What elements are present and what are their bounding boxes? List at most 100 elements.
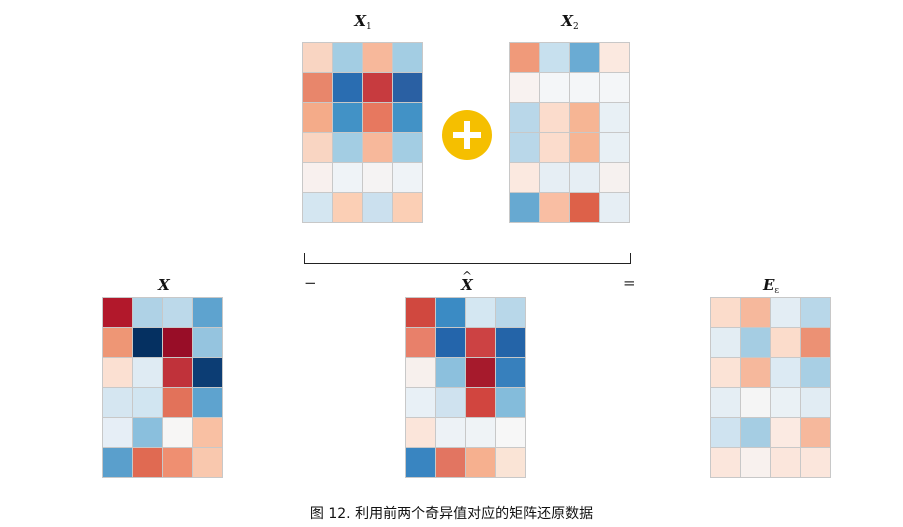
matrix-cell: [540, 103, 570, 133]
label-x2-base: X: [561, 12, 573, 30]
label-x2-sub: 2: [572, 22, 579, 32]
matrix-cell: [600, 73, 630, 103]
matrix-cell: [333, 133, 363, 163]
label-x1-sub: 1: [365, 22, 372, 32]
matrix-cell: [801, 418, 831, 448]
matrix-cell: [393, 43, 423, 73]
label-xhat: X: [437, 276, 497, 294]
matrix-cell: [163, 328, 193, 358]
matrix-cell: [771, 328, 801, 358]
matrix-cell: [600, 103, 630, 133]
matrix-cell: [393, 163, 423, 193]
matrix-cell: [771, 448, 801, 478]
matrix-cell: [540, 163, 570, 193]
matrix-cell: [570, 73, 600, 103]
matrix-cell: [303, 103, 333, 133]
matrix-cell: [133, 358, 163, 388]
matrix-cell: [801, 328, 831, 358]
matrix-cell: [363, 73, 393, 103]
matrix-cell: [333, 43, 363, 73]
matrix-cell: [496, 388, 526, 418]
matrix-cell: [570, 43, 600, 73]
sum-bracket: [304, 253, 631, 264]
matrix-cell: [303, 133, 333, 163]
matrix-cell: [133, 418, 163, 448]
matrix-cell: [510, 43, 540, 73]
matrix-cell: [771, 418, 801, 448]
matrix-cell: [436, 418, 466, 448]
matrix-cell: [333, 163, 363, 193]
matrix-cell: [406, 298, 436, 328]
matrix-cell: [600, 133, 630, 163]
matrix-cell: [600, 193, 630, 223]
matrix-cell: [540, 133, 570, 163]
matrix-cell: [570, 193, 600, 223]
matrix-x2: [509, 42, 630, 223]
label-x1: X1: [333, 12, 393, 36]
matrix-x: [102, 297, 223, 478]
matrix-cell: [741, 328, 771, 358]
matrix-cell: [771, 388, 801, 418]
minus-sign: −: [304, 274, 317, 292]
matrix-cell: [393, 73, 423, 103]
matrix-cell: [711, 388, 741, 418]
matrix-cell: [193, 418, 223, 448]
matrix-cell: [741, 298, 771, 328]
matrix-cell: [333, 73, 363, 103]
matrix-cell: [303, 43, 333, 73]
matrix-cell: [363, 133, 393, 163]
label-e: Eε: [741, 276, 801, 300]
matrix-cell: [540, 193, 570, 223]
matrix-cell: [103, 388, 133, 418]
matrix-cell: [193, 328, 223, 358]
matrix-xhat: [405, 297, 526, 478]
matrix-cell: [406, 418, 436, 448]
label-x1-base: X: [354, 12, 366, 30]
matrix-cell: [163, 448, 193, 478]
matrix-cell: [163, 388, 193, 418]
matrix-cell: [363, 193, 393, 223]
matrix-cell: [496, 328, 526, 358]
matrix-cell: [133, 388, 163, 418]
matrix-cell: [363, 43, 393, 73]
label-xhat-base: X: [461, 276, 473, 294]
matrix-cell: [436, 448, 466, 478]
matrix-cell: [741, 358, 771, 388]
matrix-cell: [103, 328, 133, 358]
matrix-cell: [193, 448, 223, 478]
matrix-cell: [711, 418, 741, 448]
matrix-cell: [393, 193, 423, 223]
matrix-cell: [510, 133, 540, 163]
matrix-cell: [393, 103, 423, 133]
matrix-cell: [466, 328, 496, 358]
matrix-cell: [436, 298, 466, 328]
matrix-cell: [466, 418, 496, 448]
matrix-cell: [496, 448, 526, 478]
matrix-x1: [302, 42, 423, 223]
matrix-cell: [771, 298, 801, 328]
matrix-cell: [103, 358, 133, 388]
matrix-cell: [496, 418, 526, 448]
matrix-cell: [600, 163, 630, 193]
matrix-cell: [436, 328, 466, 358]
matrix-cell: [193, 358, 223, 388]
matrix-cell: [363, 163, 393, 193]
matrix-cell: [741, 448, 771, 478]
matrix-cell: [133, 448, 163, 478]
matrix-cell: [103, 418, 133, 448]
matrix-cell: [466, 298, 496, 328]
matrix-cell: [540, 43, 570, 73]
matrix-cell: [333, 193, 363, 223]
matrix-cell: [363, 103, 393, 133]
matrix-cell: [163, 298, 193, 328]
equals-sign: =: [623, 274, 636, 292]
matrix-cell: [436, 388, 466, 418]
matrix-cell: [801, 358, 831, 388]
matrix-cell: [193, 298, 223, 328]
label-x2: X2: [540, 12, 600, 36]
matrix-cell: [540, 73, 570, 103]
matrix-cell: [466, 388, 496, 418]
matrix-cell: [303, 73, 333, 103]
matrix-cell: [133, 298, 163, 328]
matrix-cell: [406, 358, 436, 388]
